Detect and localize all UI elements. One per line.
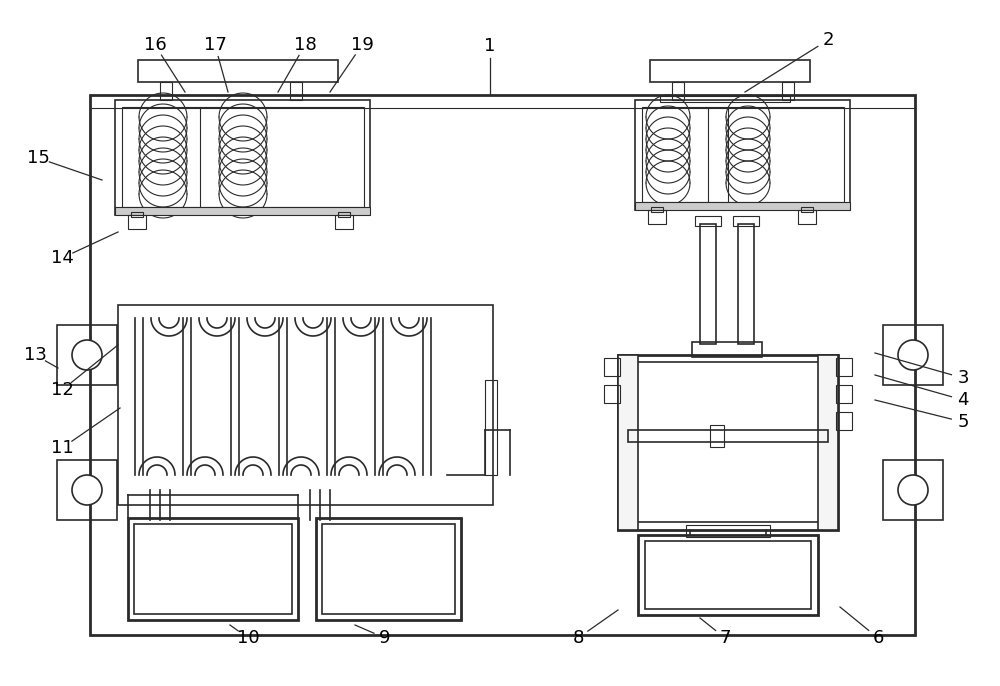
Bar bbox=[485, 380, 497, 475]
Bar bbox=[316, 518, 461, 620]
Circle shape bbox=[898, 340, 928, 370]
Bar bbox=[648, 210, 666, 224]
Bar bbox=[700, 224, 716, 344]
Bar bbox=[635, 202, 850, 210]
Bar bbox=[335, 215, 353, 229]
Bar bbox=[57, 325, 117, 385]
Bar bbox=[801, 207, 813, 212]
Text: 2: 2 bbox=[822, 31, 834, 49]
Bar bbox=[710, 425, 724, 447]
Bar bbox=[733, 216, 759, 226]
Bar bbox=[672, 82, 684, 100]
Text: 4: 4 bbox=[957, 391, 969, 409]
Bar bbox=[90, 95, 915, 635]
Bar bbox=[635, 100, 850, 210]
Bar bbox=[131, 212, 143, 217]
Bar bbox=[660, 96, 790, 102]
Text: 5: 5 bbox=[957, 413, 969, 431]
Circle shape bbox=[72, 475, 102, 505]
Text: 8: 8 bbox=[572, 629, 584, 647]
Bar bbox=[618, 355, 638, 530]
Bar bbox=[798, 210, 816, 224]
Bar bbox=[115, 100, 370, 215]
Text: 15: 15 bbox=[27, 149, 49, 167]
Text: 11: 11 bbox=[51, 439, 73, 457]
Text: 10: 10 bbox=[237, 629, 259, 647]
Bar bbox=[628, 430, 828, 442]
Circle shape bbox=[898, 475, 928, 505]
Bar bbox=[290, 82, 302, 100]
Text: 14: 14 bbox=[51, 249, 73, 267]
Bar bbox=[650, 60, 810, 82]
Bar bbox=[695, 216, 721, 226]
Bar bbox=[651, 207, 663, 212]
Circle shape bbox=[72, 340, 102, 370]
Bar bbox=[118, 305, 493, 505]
Text: 13: 13 bbox=[24, 346, 46, 364]
Bar bbox=[836, 358, 852, 376]
Text: 18: 18 bbox=[294, 36, 316, 54]
Bar bbox=[322, 524, 455, 614]
Text: 16: 16 bbox=[144, 36, 166, 54]
Text: 12: 12 bbox=[51, 381, 73, 399]
Text: 19: 19 bbox=[351, 36, 373, 54]
Text: 6: 6 bbox=[872, 629, 884, 647]
Text: 7: 7 bbox=[719, 629, 731, 647]
Bar bbox=[618, 355, 838, 530]
Bar bbox=[138, 60, 338, 82]
Bar bbox=[692, 342, 762, 357]
Bar bbox=[604, 358, 620, 376]
Text: 9: 9 bbox=[379, 629, 391, 647]
Bar bbox=[57, 460, 117, 520]
Bar bbox=[338, 212, 350, 217]
Bar bbox=[122, 107, 364, 207]
Bar bbox=[134, 524, 292, 614]
Bar bbox=[836, 412, 852, 430]
Bar bbox=[883, 460, 943, 520]
Text: 3: 3 bbox=[957, 369, 969, 387]
Bar bbox=[738, 224, 754, 344]
Bar bbox=[836, 385, 852, 403]
Bar bbox=[638, 535, 818, 615]
Text: 1: 1 bbox=[484, 37, 496, 55]
Bar bbox=[818, 355, 838, 530]
Bar bbox=[128, 215, 146, 229]
Text: 17: 17 bbox=[204, 36, 226, 54]
Bar bbox=[604, 385, 620, 403]
Bar bbox=[628, 362, 828, 522]
Bar bbox=[645, 541, 811, 609]
Bar bbox=[782, 82, 794, 100]
Bar bbox=[883, 325, 943, 385]
Bar bbox=[642, 107, 844, 202]
Bar bbox=[160, 82, 172, 100]
Bar bbox=[115, 207, 370, 215]
Bar bbox=[686, 525, 770, 537]
Bar bbox=[128, 518, 298, 620]
